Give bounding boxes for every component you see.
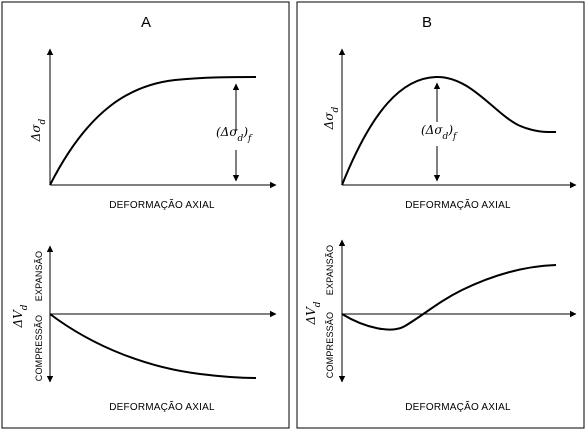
failure-annotation: (Δσd)f (421, 123, 458, 142)
panel-b-top-plot: (Δσd)f Δσd DEFORMAÇÃO AXIAL (322, 48, 577, 211)
x-axis-label: DEFORMAÇÃO AXIAL (109, 400, 215, 413)
expansion-label: EXPANSÃO (34, 251, 44, 301)
y-axis-label: ΔVd (304, 301, 323, 325)
panel-b-frame (296, 1, 585, 429)
panel-a-bottom-plot: ΔVd EXPANSÃO COMPRESSÃO DEFORMAÇÃO AXIAL (11, 245, 277, 413)
x-axis-label: DEFORMAÇÃO AXIAL (405, 198, 511, 211)
stress-strain-curve (49, 76, 257, 186)
x-axis-label: DEFORMAÇÃO AXIAL (405, 400, 511, 413)
panel-b: B (Δσd)f Δσd DEFORMAÇÃO AXIAL ΔVd EXPANS… (296, 1, 585, 429)
y-axis-label: Δσd (322, 106, 341, 130)
panel-a-top-plot: (Δσd)f Δσd DEFORMAÇÃO AXIAL (29, 48, 277, 211)
failure-annotation: (Δσd)f (216, 125, 253, 144)
x-axis-label: DEFORMAÇÃO AXIAL (109, 198, 215, 211)
y-axis-label: Δσd (29, 118, 48, 142)
panel-b-title: B (422, 14, 432, 31)
stress-strain-curve (341, 75, 557, 186)
volume-change-curve (49, 313, 257, 379)
y-axis-label: ΔVd (11, 304, 30, 328)
compression-label: COMPRESSÃO (325, 312, 335, 379)
panel-a-title: A (141, 14, 151, 31)
compression-label: COMPRESSÃO (34, 315, 44, 382)
panel-a: A (Δσd)f Δσd DEFORMAÇÃO AXIAL ΔVd EXPANS… (1, 1, 290, 429)
panel-a-frame (1, 1, 290, 429)
panel-b-bottom-plot: ΔVd EXPANSÃO COMPRESSÃO DEFORMAÇÃO AXIAL (304, 239, 577, 413)
expansion-label: EXPANSÃO (325, 245, 335, 295)
volume-change-curve (341, 264, 557, 331)
